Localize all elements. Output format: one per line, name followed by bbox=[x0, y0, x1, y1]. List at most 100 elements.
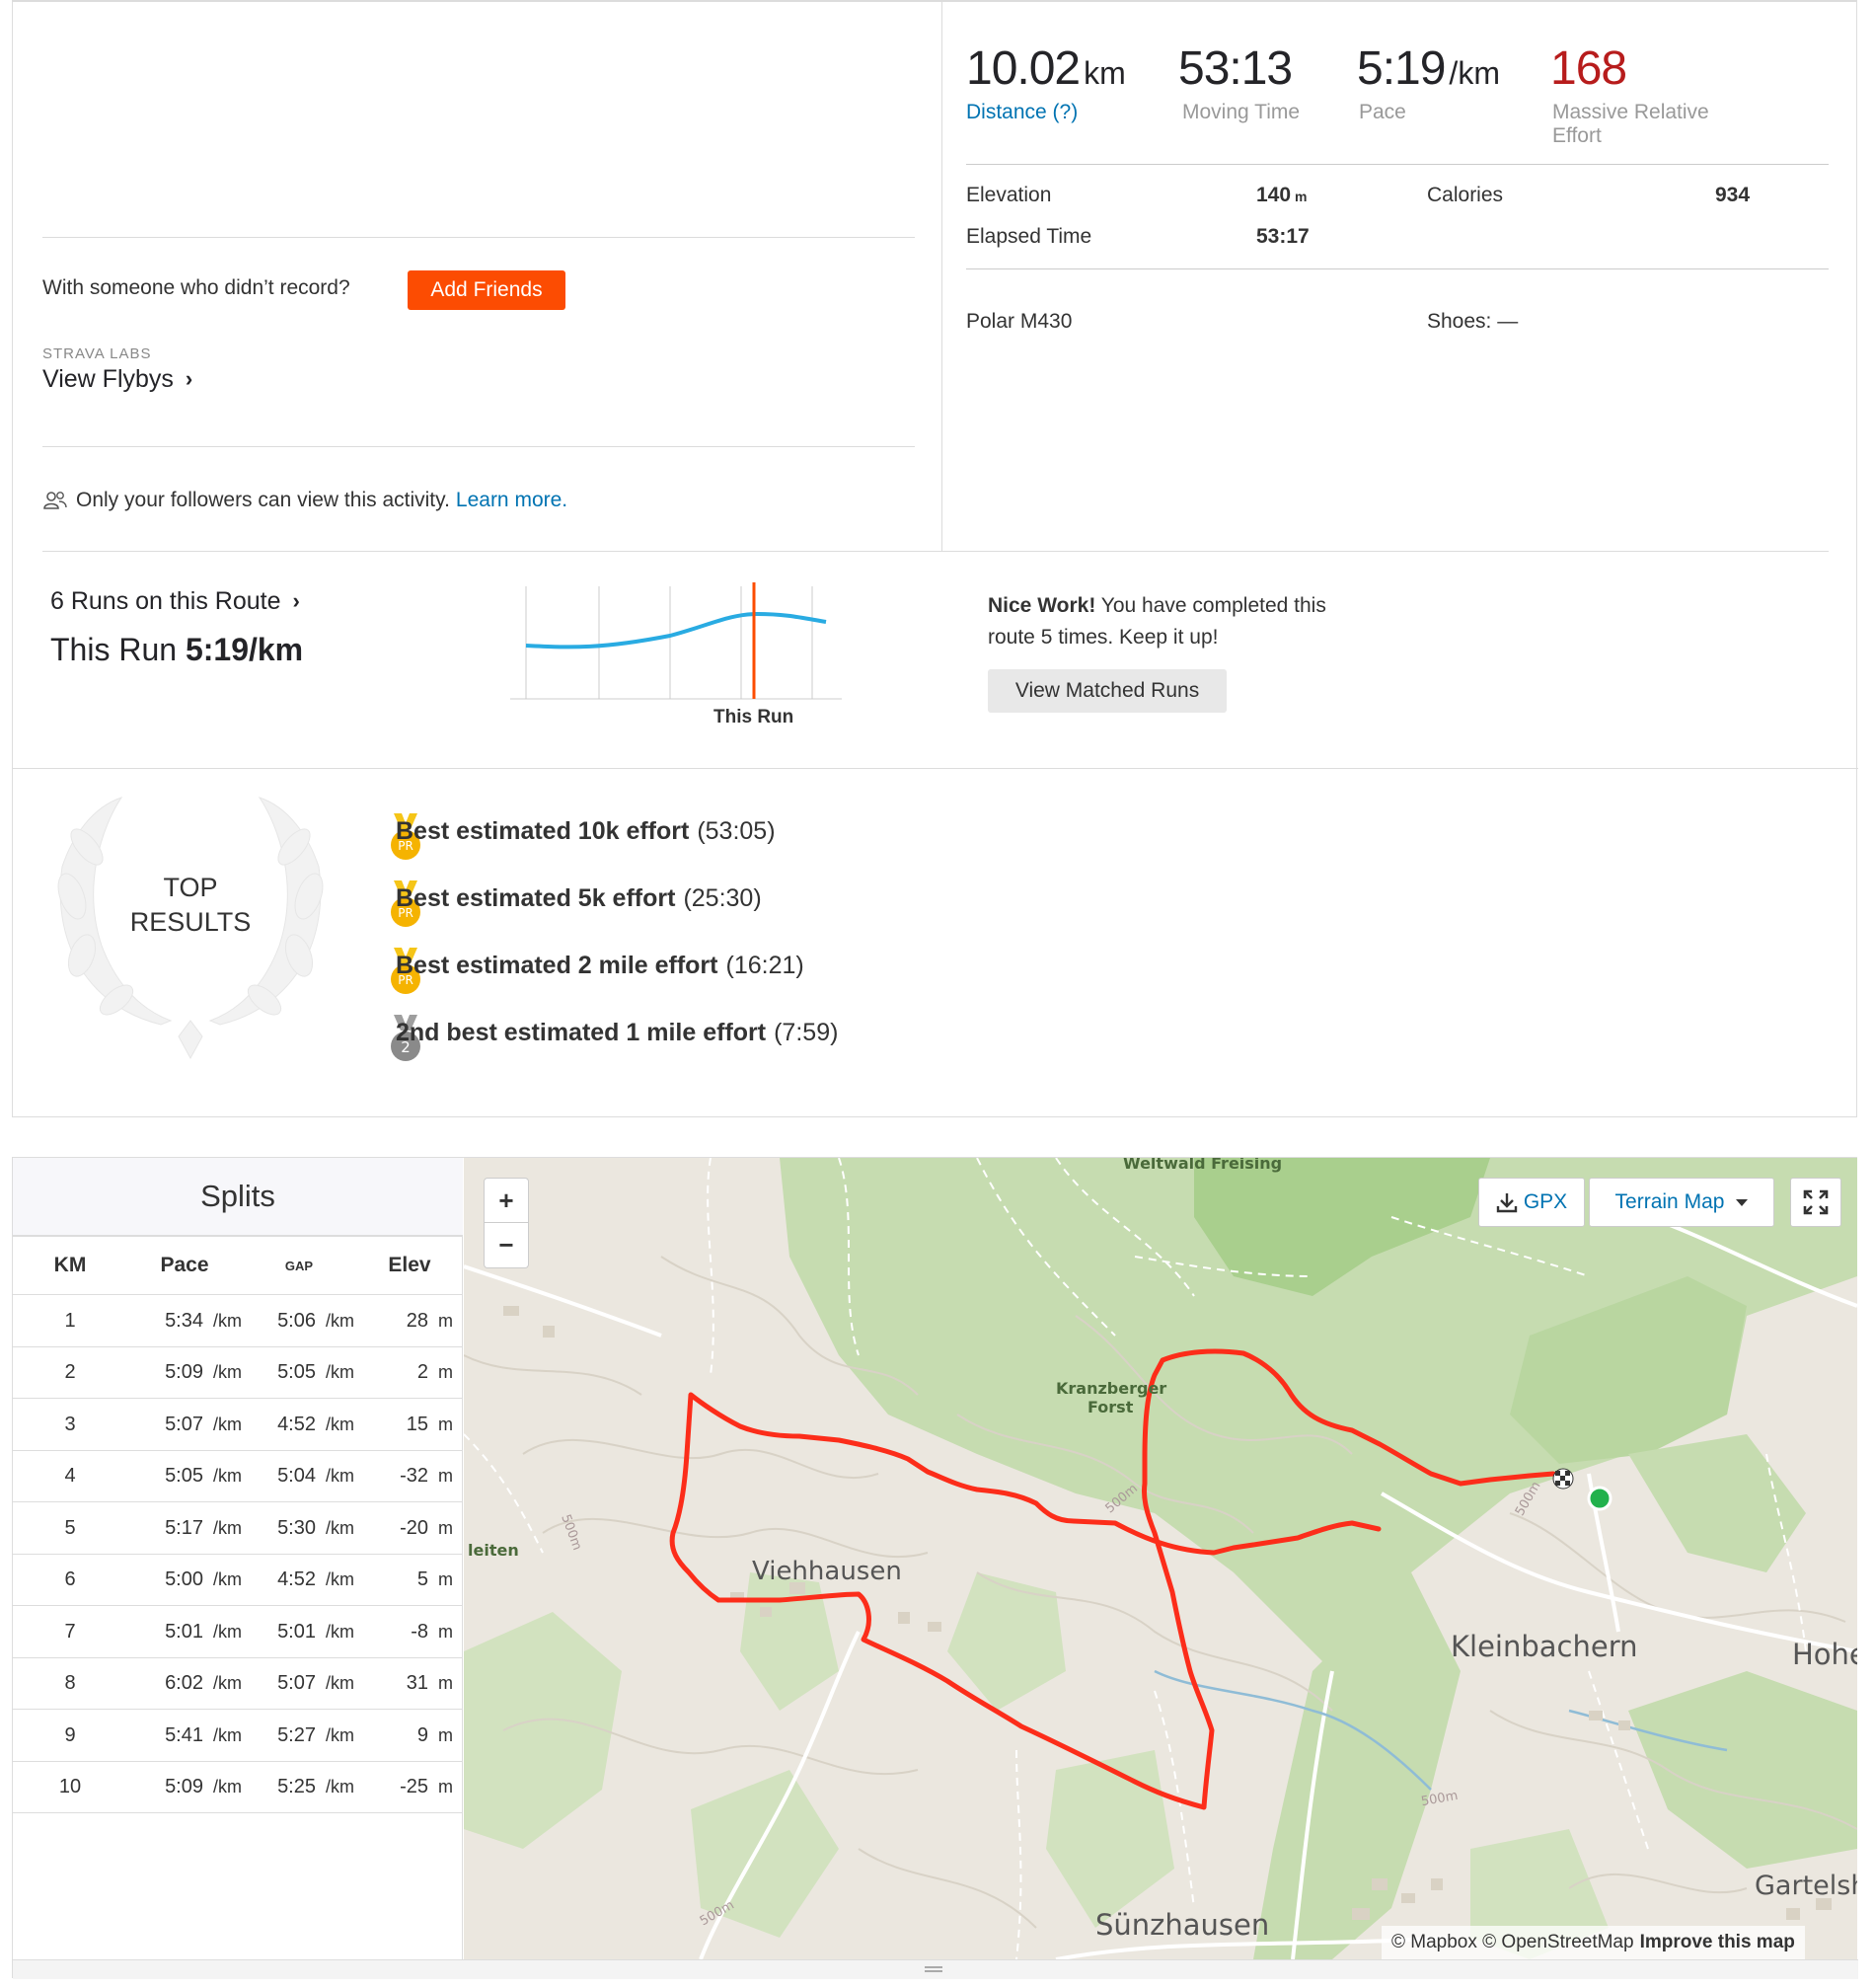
moving-time-label: Moving Time bbox=[1182, 101, 1301, 123]
split-pace-value: 5:09 bbox=[165, 1776, 203, 1797]
split-gap-value: 5:04 bbox=[277, 1465, 316, 1487]
split-elev: -20 m bbox=[358, 1502, 453, 1554]
column-divider bbox=[941, 2, 942, 551]
map-label-sunzhausen: Sünzhausen bbox=[1095, 1908, 1270, 1942]
result-title: Best estimated 2 mile effort bbox=[396, 951, 718, 979]
split-row[interactable]: 7 5:01/km 5:01/km -8 m bbox=[13, 1605, 463, 1656]
caret-down-icon bbox=[1736, 1198, 1749, 1206]
split-elev-value: -25 bbox=[400, 1776, 428, 1797]
fullscreen-button[interactable] bbox=[1790, 1178, 1841, 1227]
split-elev-value: 28 bbox=[406, 1309, 428, 1332]
zoom-in-button[interactable]: + bbox=[484, 1178, 529, 1223]
map-label-kleinbachern: Kleinbachern bbox=[1451, 1630, 1638, 1663]
split-pace-unit: /km bbox=[213, 1310, 242, 1331]
pr-medal-icon: PR bbox=[391, 813, 420, 860]
split-elev-unit: m bbox=[438, 1569, 453, 1589]
split-km: 9 bbox=[64, 1723, 76, 1746]
map-type-dropdown[interactable]: Terrain Map bbox=[1589, 1178, 1774, 1227]
zoom-out-button[interactable]: − bbox=[484, 1223, 529, 1268]
split-row[interactable]: 8 6:02/km 5:07/km 31 m bbox=[13, 1656, 463, 1710]
split-gap: 5:05/km bbox=[244, 1347, 354, 1399]
split-row[interactable]: 6 5:00/km 4:52/km 5 m bbox=[13, 1553, 463, 1606]
improve-map-link[interactable]: Improve this map bbox=[1639, 1932, 1795, 1952]
contour-lines bbox=[464, 1256, 1857, 1929]
split-gap-unit: /km bbox=[326, 1362, 354, 1382]
elevation-value: 140 m bbox=[1256, 184, 1308, 207]
split-row[interactable]: 9 5:41/km 5:27/km 9 m bbox=[13, 1709, 463, 1760]
split-pace-value: 5:17 bbox=[165, 1516, 203, 1539]
split-elev: 28 m bbox=[358, 1295, 453, 1346]
split-elev-unit: m bbox=[438, 1310, 453, 1331]
relative-effort-label: Massive Relative Effort bbox=[1552, 101, 1709, 148]
activity-route-line bbox=[669, 1348, 1570, 1810]
gpx-download-button[interactable]: GPX bbox=[1478, 1178, 1585, 1227]
split-row[interactable]: 5 5:17/km 5:30/km -20 m bbox=[13, 1501, 463, 1553]
split-pace-value: 5:41 bbox=[165, 1723, 203, 1746]
divider bbox=[13, 768, 1858, 769]
nice-work-line1: You have completed this bbox=[1100, 594, 1326, 617]
split-pace: 5:09/km bbox=[137, 1347, 242, 1399]
result-item[interactable]: Best estimated 10k effort (53:05) bbox=[396, 809, 776, 853]
split-gap: 5:30/km bbox=[244, 1502, 354, 1554]
split-elev: -32 m bbox=[358, 1451, 453, 1502]
split-row[interactable]: 2 5:09/km 5:05/km 2 m bbox=[13, 1345, 463, 1399]
pr-medal-icon: PR bbox=[391, 880, 420, 927]
split-pace-value: 5:07 bbox=[165, 1413, 203, 1435]
split-elev-value: 9 bbox=[416, 1723, 428, 1746]
split-gap: 4:52/km bbox=[244, 1555, 354, 1606]
relative-effort-value: 168 bbox=[1550, 42, 1627, 95]
split-pace-value: 5:00 bbox=[165, 1568, 203, 1590]
split-row[interactable]: 3 5:07/km 4:52/km 15 m bbox=[13, 1398, 463, 1449]
split-gap: 5:25/km bbox=[244, 1762, 354, 1813]
medal-text: PR bbox=[398, 839, 413, 853]
split-row[interactable]: 10 5:09/km 5:25/km -25 m bbox=[13, 1760, 463, 1813]
split-gap: 4:52/km bbox=[244, 1399, 354, 1450]
split-row[interactable]: 1 5:34/km 5:06/km 28 m bbox=[13, 1294, 463, 1345]
result-title: Best estimated 5k effort bbox=[396, 883, 676, 912]
distance-label[interactable]: Distance (?) bbox=[966, 101, 1079, 123]
expand-icon bbox=[1803, 1189, 1829, 1215]
nice-work-message: Nice Work! You have completed this route… bbox=[988, 590, 1326, 653]
split-km: 10 bbox=[58, 1776, 82, 1797]
device-name: Polar M430 bbox=[966, 310, 1073, 333]
result-item[interactable]: Best estimated 2 mile effort (16:21) bbox=[396, 944, 804, 987]
learn-more-link[interactable]: Learn more. bbox=[455, 489, 568, 511]
split-row[interactable]: 4 5:05/km 5:04/km -32 m bbox=[13, 1449, 463, 1502]
add-friends-button[interactable]: Add Friends bbox=[408, 270, 565, 310]
split-pace-value: 5:34 bbox=[165, 1309, 203, 1332]
result-item[interactable]: 2nd best estimated 1 mile effort (7:59) bbox=[396, 1011, 838, 1054]
split-pace-unit: /km bbox=[213, 1466, 242, 1486]
result-time: (16:21) bbox=[725, 951, 804, 979]
split-km: 2 bbox=[64, 1361, 76, 1383]
split-pace-unit: /km bbox=[213, 1414, 242, 1434]
splits-panel: Splits KM Pace GAP Elev 1 5:34/km 5:06/km 2… bbox=[13, 1158, 463, 1959]
split-elev-unit: m bbox=[438, 1621, 453, 1642]
this-run-label: This Run bbox=[50, 632, 178, 667]
map-label-kranzberger-line2: Forst bbox=[1088, 1398, 1134, 1416]
column-header-pace: Pace bbox=[160, 1254, 209, 1276]
view-flybys-link[interactable]: View Flybys › bbox=[42, 363, 192, 395]
footpaths bbox=[464, 1158, 1807, 1959]
split-gap-value: 5:05 bbox=[277, 1361, 316, 1383]
split-elev-value: 31 bbox=[406, 1672, 428, 1694]
result-item[interactable]: Best estimated 5k effort (25:30) bbox=[396, 877, 762, 920]
split-gap-unit: /km bbox=[326, 1621, 354, 1642]
split-pace: 6:02/km bbox=[137, 1658, 242, 1710]
resize-handle[interactable] bbox=[13, 1959, 1858, 1979]
view-matched-runs-button[interactable]: View Matched Runs bbox=[988, 669, 1227, 713]
split-gap-value: 5:07 bbox=[277, 1672, 316, 1694]
map-label-viehhausen: Viehhausen bbox=[752, 1557, 902, 1586]
privacy-note: Only your followers can view this activi… bbox=[42, 486, 567, 515]
top-results-title-line1: TOP bbox=[163, 873, 218, 902]
medal-text: PR bbox=[398, 973, 413, 987]
split-pace: 5:05/km bbox=[137, 1451, 242, 1502]
attribution-text[interactable]: © Mapbox © OpenStreetMap bbox=[1391, 1932, 1634, 1952]
split-elev-unit: m bbox=[438, 1466, 453, 1486]
runs-on-route-link[interactable]: 6 Runs on this Route › bbox=[50, 584, 300, 618]
route-map[interactable]: Weltwald Freising Kranzberger Forst Vieh… bbox=[464, 1158, 1857, 1959]
split-pace: 5:07/km bbox=[137, 1399, 242, 1450]
split-elev-unit: m bbox=[438, 1517, 453, 1538]
split-km: 3 bbox=[64, 1413, 76, 1435]
